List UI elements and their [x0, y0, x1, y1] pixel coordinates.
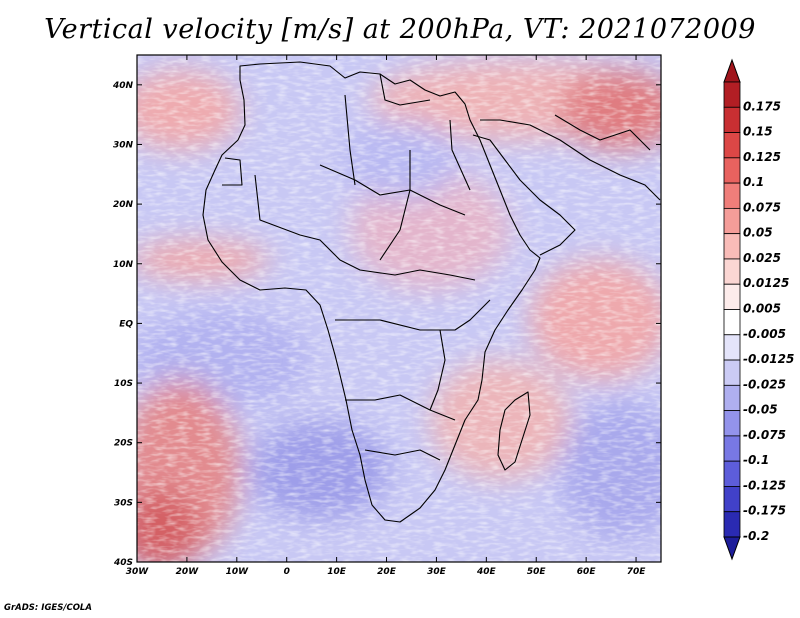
colorbar-bin — [723, 106, 741, 133]
colorbar-bin — [723, 81, 741, 108]
colorbar-bin — [723, 486, 741, 513]
lat-tick-label: 20S — [114, 439, 133, 449]
colorbar-bin — [723, 359, 741, 386]
colorbar-bin — [723, 132, 741, 159]
colorbar-label: 0.05 — [743, 226, 773, 240]
colorbar-label: -0.0125 — [743, 352, 794, 366]
lon-tick-label: 10W — [226, 567, 250, 577]
colorbar-top-extension — [723, 58, 741, 83]
colorbar-label: 0.1 — [743, 175, 764, 189]
colorbar-label: 0.075 — [743, 200, 781, 214]
colorbar-bin — [723, 157, 741, 184]
colorbar-label: 0.025 — [743, 251, 781, 265]
colorbar-bin — [723, 334, 741, 361]
colorbar-bin — [723, 258, 741, 285]
colorbar-bin — [723, 283, 741, 310]
lat-tick-label: 20N — [113, 200, 134, 210]
lon-tick-label: 0 — [284, 567, 290, 577]
map-frame — [136, 54, 662, 563]
lat-tick-label: 40N — [112, 81, 134, 91]
colorbar-label: 0.005 — [743, 302, 781, 316]
lat-tick-label: 30S — [114, 498, 133, 508]
lon-tick-label: 40E — [476, 567, 497, 577]
vertical-velocity-field — [137, 55, 661, 562]
colorbar-label: -0.1 — [743, 453, 769, 467]
lon-tick-label: 10E — [327, 567, 347, 577]
colorbar-bin — [723, 384, 741, 412]
colorbar-label: -0.025 — [743, 377, 786, 391]
colorbar-bin — [723, 410, 741, 437]
lon-tick-label: 60E — [577, 567, 597, 577]
lat-tick-label: 10S — [114, 379, 133, 389]
colorbar-bin — [723, 309, 741, 336]
lat-tick-label: 10N — [113, 260, 134, 270]
colorbar-bottom-extension — [723, 536, 741, 561]
lon-tick-label: 70E — [627, 567, 647, 577]
lon-tick-label: 20W — [176, 567, 200, 577]
colorbar-label: -0.125 — [743, 478, 786, 492]
colorbar-label: 0.125 — [743, 150, 781, 164]
colorbar-label: -0.075 — [743, 428, 786, 442]
latitude-axis: 40N 30N 20N 10N EQ 10S 20S 30S 40S — [112, 81, 661, 568]
colorbar: 0.175 0.15 0.125 0.1 0.075 0.05 0.025 0.0125 0.0… — [723, 58, 794, 561]
credit-label: GrADS: IGES/COLA — [4, 603, 92, 613]
lon-tick-label: 50E — [527, 567, 547, 577]
colorbar-label: 0.175 — [743, 99, 781, 113]
colorbar-bin — [723, 511, 741, 538]
colorbar-bin — [723, 460, 741, 487]
lon-tick-label: 30W — [126, 567, 150, 577]
lat-tick-label: 40S — [113, 558, 133, 568]
colorbar-label: -0.175 — [743, 504, 786, 518]
colorbar-label: 0.0125 — [743, 276, 789, 290]
lon-tick-label: 20E — [377, 567, 397, 577]
colorbar-bin — [723, 207, 741, 235]
map-title: Vertical velocity [m/s] at 200hPa, VT: 2… — [44, 14, 756, 45]
lon-tick-label: 30E — [427, 567, 447, 577]
lat-tick-label: EQ — [119, 319, 133, 329]
colorbar-label: -0.005 — [743, 327, 786, 341]
colorbar-bin — [723, 182, 741, 209]
colorbar-label: -0.05 — [743, 403, 778, 417]
coastlines-and-borders — [202, 61, 661, 523]
lat-tick-label: 30N — [113, 140, 134, 150]
colorbar-bin — [723, 435, 741, 462]
colorbar-bin — [723, 233, 741, 260]
colorbar-label: 0.15 — [743, 125, 773, 139]
colorbar-label: -0.2 — [743, 529, 769, 543]
longitude-axis: 30W 20W 10W 0 10E 20E 30E 40E 50E 60E 70E — [126, 55, 646, 577]
